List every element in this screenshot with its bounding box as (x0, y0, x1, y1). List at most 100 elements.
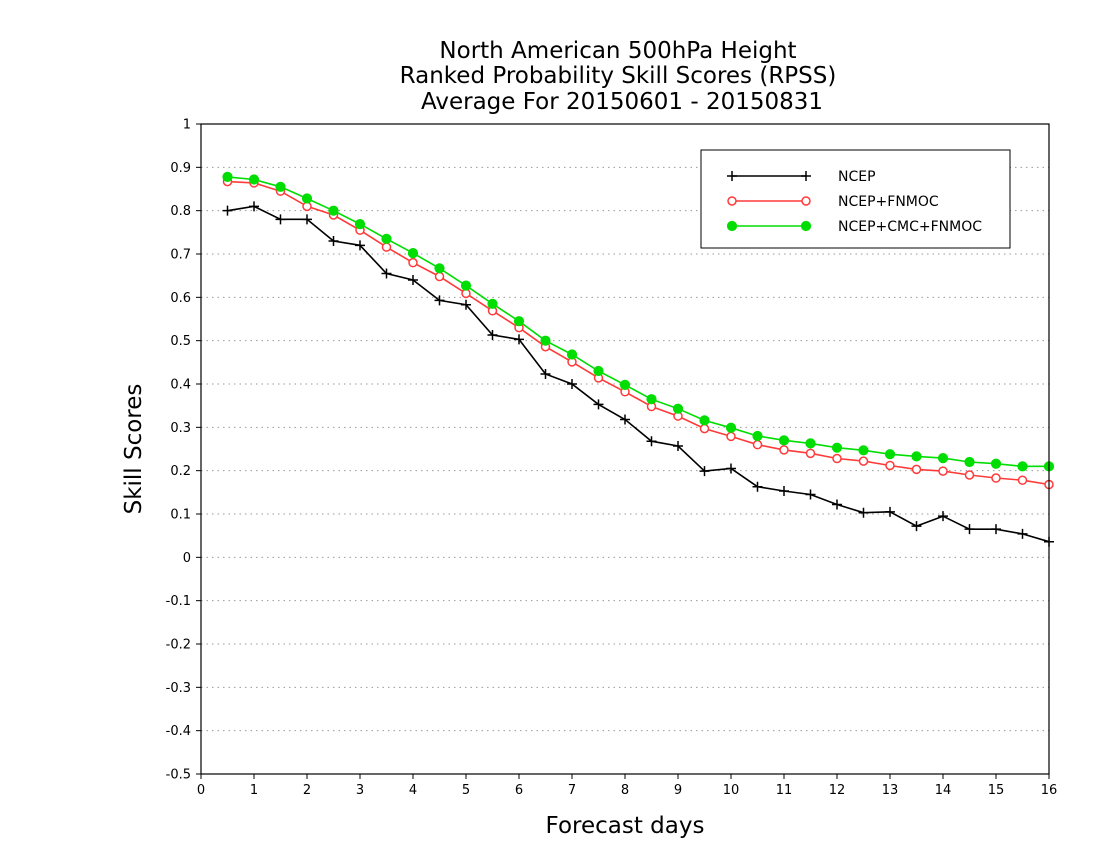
data-point-ncep-8 (434, 295, 445, 306)
legend-marker-left-ncep-cmc-fnmoc (726, 220, 738, 232)
title-line-1: North American 500hPa Height (439, 38, 796, 64)
data-point-ncep-cmc-fnmoc-17 (672, 403, 684, 414)
data-point-ncep-16 (646, 436, 657, 447)
data-point-ncep-cmc-fnmoc-0 (222, 171, 233, 182)
data-point-ncep-cmc-fnmoc-21 (778, 435, 790, 446)
data-point-ncep-fnmoc-19 (726, 431, 736, 442)
x-tick-label-16: 16 (1041, 783, 1058, 798)
data-point-ncep-cmc-fnmoc-20 (752, 430, 763, 442)
data-point-ncep-17 (673, 440, 683, 451)
data-point-ncep-cmc-fnmoc-8 (434, 263, 445, 274)
data-point-ncep-cmc-fnmoc-4 (328, 205, 339, 216)
x-tick-label-15: 15 (988, 783, 1005, 798)
data-point-ncep-cmc-fnmoc-23 (831, 442, 843, 453)
x-tick-label-13: 13 (882, 783, 899, 798)
data-point-ncep-27 (938, 511, 948, 522)
data-point-ncep-cmc-fnmoc-7 (407, 248, 419, 259)
y-tick-label-8: 0.3 (170, 421, 191, 436)
data-point-ncep-10 (487, 330, 498, 341)
y-tick-label-0: -0.5 (166, 768, 191, 783)
legend-item-ncep-fnmoc: NCEP+FNMOC (727, 194, 939, 210)
x-tick-label-10: 10 (723, 783, 740, 798)
legend-marker-right-ncep (801, 171, 811, 181)
data-point-ncep-20 (752, 481, 763, 492)
data-point-ncep-cmc-fnmoc-14 (593, 365, 604, 377)
data-point-ncep-cmc-fnmoc-15 (619, 379, 631, 390)
data-point-ncep-28 (964, 524, 975, 535)
y-tick-label-12: 0.7 (170, 248, 191, 263)
data-point-ncep-30 (1017, 528, 1028, 539)
data-point-ncep-19 (726, 463, 736, 474)
y-tick-label-3: -0.2 (166, 638, 191, 653)
data-point-ncep-fnmoc-6 (381, 242, 392, 252)
x-tick-label-9: 9 (674, 783, 682, 798)
y-tick-label-9: 0.4 (170, 378, 191, 393)
data-point-ncep-cmc-fnmoc-10 (487, 298, 498, 309)
data-point-ncep-21 (779, 486, 789, 497)
legend-label-ncep-fnmoc: NCEP+FNMOC (838, 194, 939, 210)
legend-item-ncep: NCEP (727, 169, 876, 185)
title-line-3: Average For 20150601 - 20150831 (421, 89, 823, 115)
data-point-ncep-fnmoc-21 (779, 445, 789, 455)
data-point-ncep-25 (885, 506, 895, 517)
data-point-ncep-29 (991, 524, 1001, 535)
data-point-ncep-cmc-fnmoc-30 (1017, 461, 1028, 472)
series-lines (222, 171, 1055, 547)
data-point-ncep-cmc-fnmoc-26 (911, 451, 922, 462)
x-tick-label-0: 0 (197, 783, 205, 798)
data-point-ncep-13 (567, 379, 577, 389)
data-point-ncep-18 (699, 466, 710, 477)
data-point-ncep-6 (381, 268, 392, 279)
y-tick-label-15: 1 (183, 118, 191, 133)
y-tick-label-1: -0.4 (166, 724, 191, 739)
data-point-ncep-cmc-fnmoc-13 (566, 349, 578, 360)
axis-ticks: -0.5 -0.4 -0.3 -0.2 -0.1 0 0.1 0.2 0.3 0.4 0.5 0.6 0… (166, 118, 1058, 799)
y-tick-label-7: 0.2 (170, 464, 191, 479)
legend-label-ncep: NCEP (838, 169, 876, 185)
legend-box (700, 149, 1011, 249)
x-tick-label-3: 3 (356, 783, 364, 798)
data-point-ncep-fnmoc-25 (885, 460, 895, 471)
y-tick-label-10: 0.5 (170, 334, 191, 349)
x-tick-label-12: 12 (829, 783, 846, 798)
data-point-ncep-cmc-fnmoc-3 (301, 193, 313, 204)
data-point-ncep-fnmoc-18 (699, 423, 710, 434)
data-point-ncep-cmc-fnmoc-18 (699, 415, 710, 426)
data-point-ncep-cmc-fnmoc-5 (354, 219, 366, 230)
data-point-ncep-cmc-fnmoc-22 (805, 438, 816, 449)
plot-frame (200, 123, 1050, 775)
series-line-ncep (227, 205, 1050, 543)
data-point-ncep-fnmoc-22 (805, 448, 816, 459)
y-tick-label-13: 0.8 (170, 204, 191, 219)
legend-marker-right-ncep-cmc-fnmoc (800, 220, 812, 232)
data-point-ncep-cmc-fnmoc-11 (513, 316, 525, 327)
grid-lines (201, 166, 1049, 732)
legend-marker-right-ncep-fnmoc (801, 196, 811, 206)
data-point-ncep-22 (805, 489, 816, 500)
y-tick-label-6: 0.1 (170, 508, 191, 523)
data-point-ncep-fnmoc-20 (752, 439, 763, 450)
data-point-ncep-5 (355, 240, 365, 251)
data-point-ncep-cmc-fnmoc-29 (990, 458, 1002, 469)
title-line-2: Ranked Probability Skill Scores (RPSS) (400, 63, 837, 89)
y-tick-label-2: -0.3 (166, 681, 191, 696)
x-tick-label-1: 1 (250, 783, 258, 798)
data-point-ncep-fnmoc-24 (858, 456, 869, 466)
x-tick-label-11: 11 (776, 783, 793, 798)
x-tick-label-5: 5 (462, 783, 470, 798)
data-point-ncep-cmc-fnmoc-12 (540, 335, 551, 346)
legend-label-ncep-cmc-fnmoc: NCEP+CMC+FNMOC (838, 219, 982, 235)
data-point-ncep-fnmoc-7 (408, 257, 418, 268)
chart-title: North American 500hPa Height Ranked Prob… (400, 38, 837, 115)
data-point-ncep-cmc-fnmoc-9 (460, 280, 472, 291)
data-point-ncep-cmc-fnmoc-19 (725, 422, 737, 433)
data-point-ncep-fnmoc-23 (832, 453, 842, 464)
data-point-ncep-fnmoc-28 (964, 470, 975, 480)
x-tick-label-6: 6 (515, 783, 523, 798)
data-point-ncep-11 (514, 334, 524, 345)
data-point-ncep-9 (461, 299, 471, 310)
data-point-ncep-1 (249, 201, 259, 212)
x-tick-label-7: 7 (568, 783, 576, 798)
data-point-ncep-fnmoc-29 (991, 473, 1001, 483)
x-tick-label-2: 2 (303, 783, 311, 798)
